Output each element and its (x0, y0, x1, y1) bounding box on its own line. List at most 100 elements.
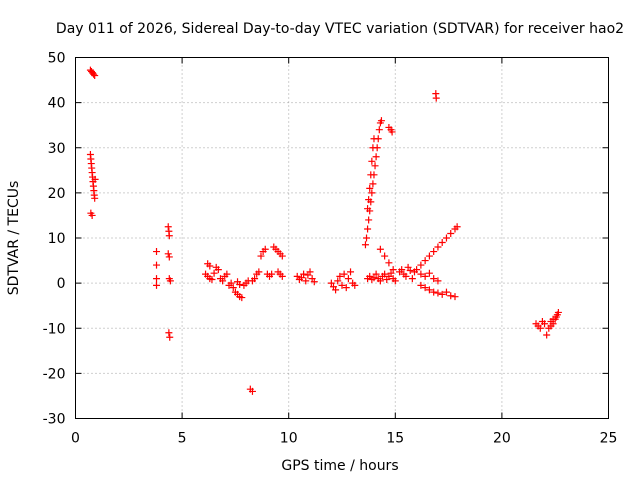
data-point-marker (438, 290, 446, 298)
data-point-marker (347, 268, 355, 276)
series-early-high (86, 66, 99, 219)
data-point-marker (425, 252, 433, 260)
y-tick-label: -10 (43, 321, 66, 337)
x-tick-label: 15 (386, 431, 404, 447)
data-point-marker (88, 211, 96, 219)
data-point-marker (223, 270, 231, 278)
plot-frame (75, 57, 609, 419)
data-point-marker (238, 294, 246, 302)
data-point-marker (438, 239, 446, 247)
data-point-marker (257, 252, 265, 260)
data-point-marker (255, 268, 263, 276)
data-point-marker (425, 269, 433, 277)
data-point-marker (361, 241, 369, 249)
data-point-marker (261, 245, 269, 253)
series-10h-13h (293, 268, 359, 294)
data-point-marker (442, 288, 450, 296)
data-point-marker (364, 225, 372, 233)
y-tick-label: 0 (57, 276, 66, 292)
data-point-marker (375, 126, 383, 134)
data-point-marker (366, 184, 374, 192)
data-point-marker (370, 274, 378, 282)
data-point-marker (164, 223, 172, 231)
data-point-marker (421, 284, 429, 292)
y-tick-label: -20 (43, 366, 66, 382)
data-point-marker (153, 281, 161, 289)
data-point-marker (342, 284, 350, 292)
data-point-marker (367, 171, 375, 179)
data-point-marker (536, 324, 544, 332)
x-tick-label: 25 (600, 431, 618, 447)
data-point-marker (425, 286, 433, 294)
data-point-marker (166, 277, 174, 285)
data-point-marker (543, 331, 551, 339)
data-point-marker (165, 232, 173, 240)
x-tick-label: 20 (493, 431, 511, 447)
data-point-marker (363, 234, 371, 242)
data-point-marker (430, 288, 438, 296)
data-point-marker (165, 253, 173, 261)
data-point-marker (381, 252, 389, 260)
data-point-marker (229, 284, 237, 292)
data-point-marker (389, 266, 397, 274)
data-point-marker (208, 276, 216, 284)
data-point-marker (336, 272, 344, 280)
data-point-marker (421, 257, 429, 265)
data-point-marker (371, 162, 379, 170)
data-point-marker (310, 278, 318, 286)
data-point-marker (297, 274, 305, 282)
x-tick-label: 10 (280, 431, 298, 447)
x-tick-labels: 0 5 10 15 20 25 (71, 431, 617, 447)
data-point-marker (153, 275, 161, 283)
y-axis-label: SDTVAR / TECUs (6, 181, 22, 296)
data-point-marker (451, 293, 459, 301)
data-point-marker (549, 315, 557, 323)
data-point-marker (369, 144, 377, 152)
y-tick-label: -30 (43, 412, 66, 428)
data-point-marker (432, 94, 440, 102)
data-point-marker (372, 153, 380, 161)
data-point-marker (376, 245, 384, 253)
chart-title: Day 011 of 2026, Sidereal Day-to-day VTE… (56, 21, 624, 37)
data-point-marker (165, 329, 173, 337)
data-point-marker (278, 272, 286, 280)
data-point-marker (206, 262, 214, 270)
data-point-marker (227, 279, 235, 287)
data-point-marker (447, 229, 455, 237)
data-point-marker (332, 286, 340, 294)
axis-ticks (75, 57, 609, 419)
data-point-marker (338, 281, 346, 289)
data-point-marker (248, 387, 256, 395)
series-near-4h (153, 223, 174, 341)
data-point-marker (376, 277, 384, 285)
data-point-marker (388, 128, 396, 136)
x-axis-label: GPS time / hours (281, 458, 398, 474)
data-point-marker (417, 261, 425, 269)
data-point-marker (369, 180, 377, 188)
data-point-marker (344, 275, 352, 283)
data-point-marker (391, 277, 399, 285)
y-tick-label: 50 (48, 51, 66, 67)
x-tick-label: 5 (178, 431, 187, 447)
data-point-marker (91, 72, 99, 80)
data-point-marker (164, 250, 172, 258)
data-point-marker (430, 248, 438, 256)
data-point-marker (219, 277, 227, 285)
data-point-marker (300, 270, 308, 278)
data-point-marker (430, 275, 438, 283)
data-point-marker (236, 280, 244, 288)
data-point-marker (364, 205, 372, 213)
series-13h-15h-rising (361, 117, 399, 285)
data-point-marker (434, 289, 442, 297)
data-point-marker (334, 277, 342, 285)
data-point-marker (377, 117, 385, 125)
series-6h-8h (202, 260, 252, 302)
y-tick-label: 10 (48, 231, 66, 247)
data-point-marker (278, 252, 286, 260)
y-tick-label: 30 (48, 141, 66, 157)
data-point-marker (541, 320, 549, 328)
data-points (86, 66, 562, 395)
data-point-marker (251, 275, 259, 283)
data-point-marker (210, 269, 218, 277)
